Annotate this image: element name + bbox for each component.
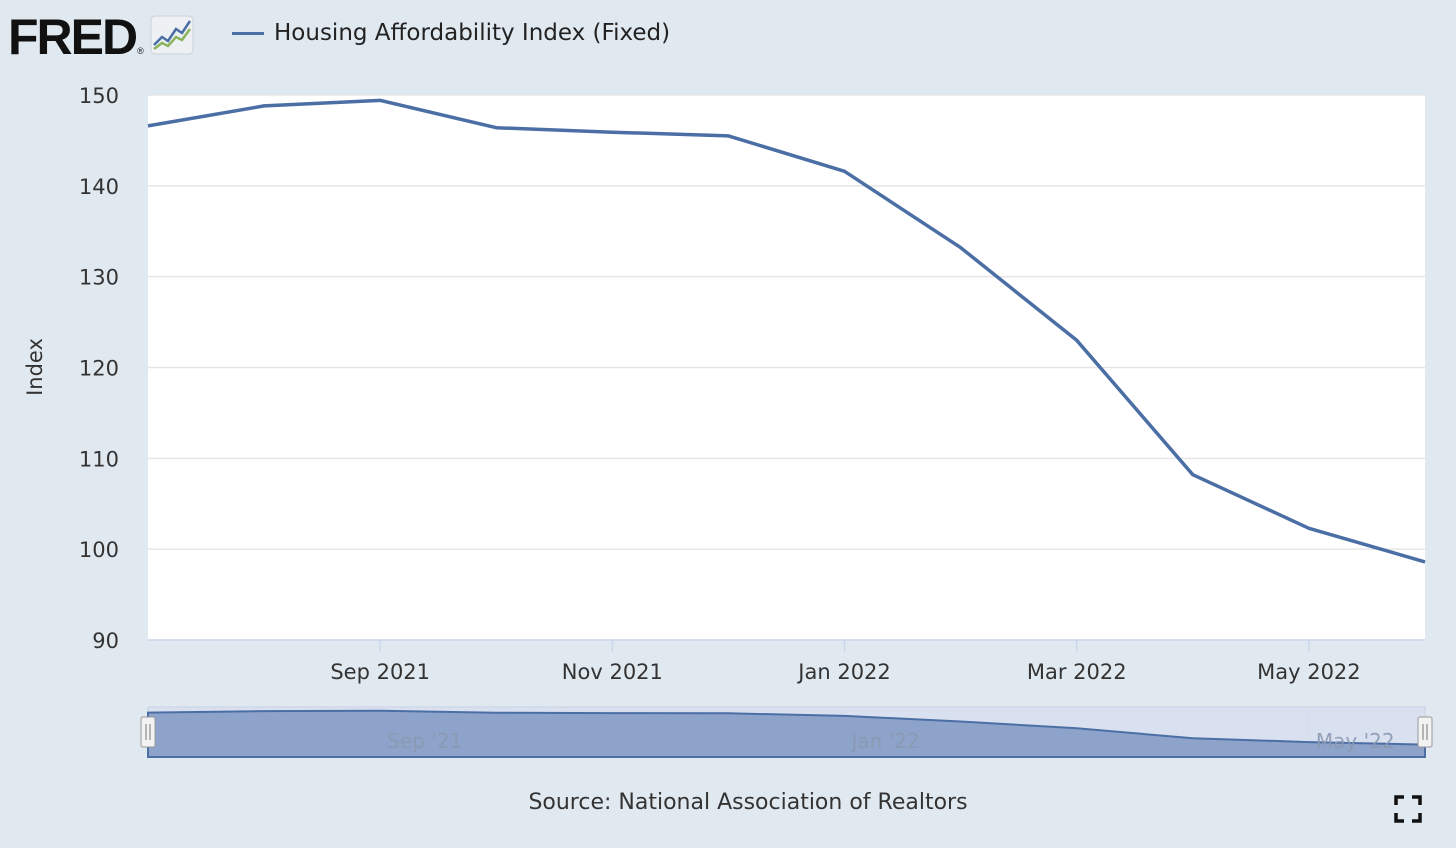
series-line[interactable] — [147, 98, 1426, 564]
fred-logo[interactable]: FRED — [8, 9, 138, 65]
chart-legend[interactable]: Housing Affordability Index (Fixed) — [232, 20, 670, 46]
navigator-label: May '22 — [1316, 729, 1395, 753]
y-axis-ticks: 90 100 110 120 130 140 150 — [79, 84, 119, 653]
data-point[interactable] — [959, 246, 962, 249]
data-point[interactable] — [379, 99, 382, 102]
x-tick-label: May 2022 — [1257, 660, 1361, 684]
data-point[interactable] — [1191, 473, 1194, 476]
x-tick-label: Nov 2021 — [562, 660, 663, 684]
navigator-series-area — [147, 709, 1426, 758]
legend-series-label: Housing Affordability Index (Fixed) — [274, 20, 671, 46]
y-tick-label: 120 — [79, 357, 119, 381]
data-point[interactable] — [611, 131, 614, 134]
x-tick-label: Jan 2022 — [796, 660, 891, 684]
registered-mark: ® — [137, 46, 144, 56]
x-axis-ticks: Sep 2021 Nov 2021 Jan 2022 Mar 2022 May 2022 — [330, 640, 1361, 684]
y-tick-label: 110 — [79, 447, 119, 471]
y-tick-label: 140 — [79, 175, 119, 199]
navigator-handle-right[interactable] — [1417, 716, 1433, 748]
data-point[interactable] — [1307, 527, 1310, 530]
navigator-labels: Sep '21 Jan '22 May '22 — [387, 729, 1394, 753]
x-tick-label: Sep 2021 — [330, 660, 430, 684]
y-tick-label: 150 — [79, 84, 119, 108]
navigator-label: Jan '22 — [850, 729, 920, 753]
fullscreen-icon[interactable] — [1394, 795, 1422, 823]
data-point[interactable] — [727, 134, 730, 137]
source-note: Source: National Association of Realtors — [528, 790, 968, 815]
y-tick-label: 100 — [79, 538, 119, 562]
line-chart: 90 100 110 120 130 140 150 Index Sep 2021 Nov 2… — [23, 84, 1433, 758]
navigator-label: Sep '21 — [387, 729, 462, 753]
data-point[interactable] — [1075, 339, 1078, 342]
data-point[interactable] — [147, 124, 150, 127]
data-point[interactable] — [495, 126, 498, 129]
series-group — [147, 98, 1427, 564]
navigator-handle-left[interactable] — [140, 716, 156, 748]
graph-line-icon — [150, 15, 194, 59]
y-tick-label: 90 — [92, 629, 119, 653]
data-point[interactable] — [843, 170, 846, 173]
y-tick-label: 130 — [79, 266, 119, 290]
legend-line-swatch — [232, 31, 264, 35]
x-tick-label: Mar 2022 — [1027, 660, 1127, 684]
fred-header: FRED ® — [8, 12, 194, 62]
y-axis-label: Index — [23, 338, 47, 396]
gridlines — [148, 94, 1425, 550]
data-point[interactable] — [1424, 560, 1427, 563]
data-point[interactable] — [263, 104, 266, 107]
